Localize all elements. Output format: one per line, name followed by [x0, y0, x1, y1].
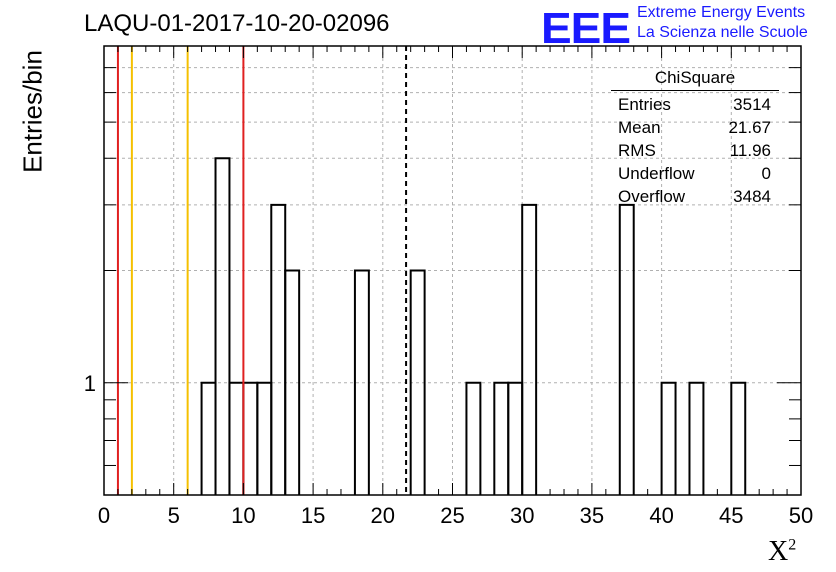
histogram-bar — [465, 381, 482, 495]
x-tick-label: 10 — [231, 503, 255, 528]
x-axis-label-base: X — [768, 536, 789, 567]
x-tick-label: 5 — [168, 503, 180, 528]
reference-lines — [116, 46, 408, 495]
stats-title: ChiSquare — [611, 68, 779, 91]
x-tick-label: 35 — [580, 503, 604, 528]
x-tick-label: 45 — [719, 503, 743, 528]
y-tick-label: 1 — [84, 371, 96, 396]
histogram-bar — [284, 269, 301, 495]
logo-line-1: Extreme Energy Events — [637, 4, 806, 21]
histogram-bar — [688, 381, 705, 495]
histogram-bar — [200, 381, 217, 495]
x-tick-label: 15 — [301, 503, 325, 528]
logo-line-2: La Scienza nelle Scuole — [637, 24, 808, 41]
x-tick-label: 25 — [440, 503, 464, 528]
stats-row-mean: Mean 21.67 — [618, 118, 771, 137]
histogram-bar — [507, 381, 524, 495]
histogram-bar — [521, 203, 538, 495]
x-tick-label: 50 — [789, 503, 813, 528]
x-axis-label: X2 — [768, 536, 796, 568]
histogram-bar — [256, 381, 273, 495]
histogram-bars — [200, 157, 747, 495]
x-tick-label: 40 — [649, 503, 673, 528]
x-tick-label: 20 — [371, 503, 395, 528]
histogram-bar — [618, 203, 635, 495]
stats-box: ChiSquare Entries 3514 Mean 21.67 RMS 11.96… — [611, 68, 779, 208]
histogram-bar — [270, 203, 287, 495]
x-tick-label: 0 — [98, 503, 110, 528]
stats-row-underflow: Underflow 0 — [618, 164, 771, 183]
stats-row-entries: Entries 3514 — [618, 95, 771, 114]
histogram-bar — [214, 157, 231, 495]
x-tick-label: 30 — [510, 503, 534, 528]
eee-logo: EEE — [541, 2, 631, 53]
histogram-bar — [493, 381, 510, 495]
x-axis-label-sup: 2 — [788, 536, 797, 554]
histogram-bar — [353, 269, 370, 495]
chart-title: LAQU-01-2017-10-20-02096 — [84, 10, 390, 37]
axis-ticks — [103, 45, 802, 495]
stats-row-rms: RMS 11.96 — [618, 141, 771, 160]
histogram-bar — [660, 381, 677, 495]
histogram-bar — [242, 381, 259, 495]
axis-tick-labels: 0 5 10 15 20 25 30 35 40 45 50 1 — [84, 371, 813, 528]
stats-row-overflow: Overflow 3484 — [618, 187, 771, 206]
histogram-bar — [409, 269, 426, 495]
histogram-bar — [730, 381, 747, 495]
histogram-bar — [228, 381, 245, 495]
